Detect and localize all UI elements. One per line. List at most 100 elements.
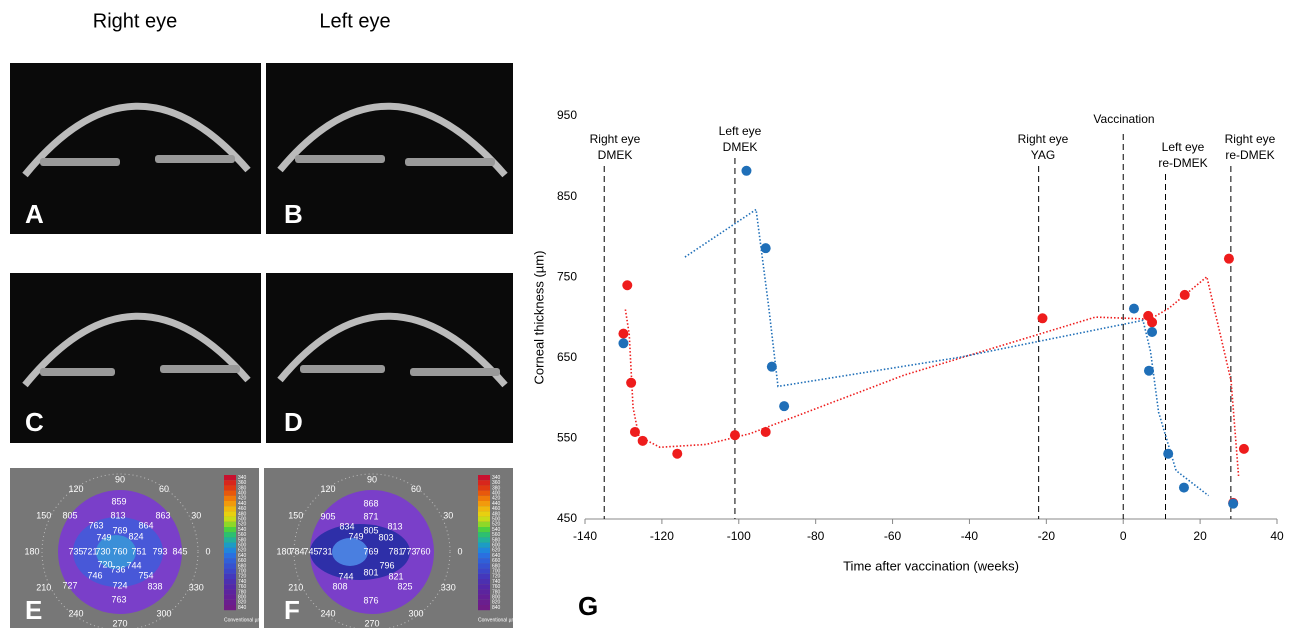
scale-swatch bbox=[224, 475, 236, 480]
ring-label: 240 bbox=[320, 609, 335, 619]
scale-swatch bbox=[478, 579, 490, 584]
ring-label: 210 bbox=[36, 582, 51, 592]
event-label: YAG bbox=[1031, 148, 1055, 162]
scale-swatch bbox=[224, 569, 236, 574]
ring-label: 150 bbox=[36, 510, 51, 520]
data-point bbox=[1144, 366, 1154, 376]
scale-swatch bbox=[224, 574, 236, 579]
scale-label: 840 bbox=[238, 605, 247, 611]
scale-swatch bbox=[478, 600, 490, 605]
thickness-value: 773 bbox=[401, 546, 416, 556]
ring-label: 90 bbox=[367, 474, 377, 484]
scale-swatch bbox=[478, 522, 490, 527]
data-point bbox=[1179, 483, 1189, 493]
data-point bbox=[1224, 254, 1234, 264]
thickness-value: 859 bbox=[111, 496, 126, 506]
thickness-value: 724 bbox=[112, 580, 127, 590]
scale-swatch bbox=[478, 506, 490, 511]
panel-letter: C bbox=[25, 407, 44, 437]
thickness-value: 864 bbox=[138, 520, 153, 530]
data-point bbox=[1129, 304, 1139, 314]
scale-swatch bbox=[478, 491, 490, 496]
ring-label: 120 bbox=[68, 484, 83, 494]
thickness-value: 834 bbox=[339, 521, 354, 531]
thickness-value: 824 bbox=[128, 531, 143, 541]
scale-swatch bbox=[224, 558, 236, 563]
thickness-value: 863 bbox=[155, 510, 170, 520]
ring-label: 180 bbox=[276, 546, 291, 556]
scale-swatch bbox=[224, 501, 236, 506]
data-point bbox=[779, 401, 789, 411]
ring-label: 60 bbox=[159, 484, 169, 494]
thickness-value: 813 bbox=[387, 521, 402, 531]
ring-label: 0 bbox=[205, 546, 210, 556]
thickness-value: 793 bbox=[152, 546, 167, 556]
thickness-value: 736 bbox=[110, 564, 125, 574]
thickness-value: 784 bbox=[289, 546, 304, 556]
scale-swatch bbox=[478, 543, 490, 548]
scale-swatch bbox=[224, 595, 236, 600]
data-point bbox=[767, 362, 777, 372]
ring-label: 90 bbox=[115, 474, 125, 484]
trendline bbox=[625, 277, 1238, 476]
scale-swatch bbox=[224, 517, 236, 522]
ring-label: 30 bbox=[443, 510, 453, 520]
panel-letter: B bbox=[284, 199, 303, 229]
event-label: DMEK bbox=[598, 148, 633, 162]
thickness-value: 744 bbox=[126, 560, 141, 570]
event-label: DMEK bbox=[723, 140, 758, 154]
ring-label: 210 bbox=[288, 582, 303, 592]
thickness-value: 769 bbox=[112, 525, 127, 535]
data-point bbox=[618, 338, 628, 348]
scale-swatch bbox=[478, 548, 490, 553]
event-label: Left eye bbox=[719, 124, 762, 138]
figure: Right eye Left eye A B C D E F G 8597637… bbox=[0, 0, 1294, 628]
thickness-value: 876 bbox=[363, 595, 378, 605]
x-tick-label: 0 bbox=[1120, 529, 1127, 543]
data-point bbox=[672, 449, 682, 459]
thickness-value: 871 bbox=[363, 511, 378, 521]
x-tick-label: -140 bbox=[573, 529, 597, 543]
thickness-value: 760 bbox=[415, 546, 430, 556]
scale-swatch bbox=[224, 548, 236, 553]
y-tick-label: 850 bbox=[557, 189, 577, 203]
thickness-value: 838 bbox=[147, 581, 162, 591]
y-tick-label: 750 bbox=[557, 269, 577, 283]
thickness-value: 746 bbox=[87, 570, 102, 580]
ring-label: 270 bbox=[364, 618, 379, 628]
ring-label: 300 bbox=[408, 609, 423, 619]
scale-swatch bbox=[478, 496, 490, 501]
scale-swatch bbox=[224, 506, 236, 511]
ring-label: 0 bbox=[457, 546, 462, 556]
scale-swatch bbox=[478, 605, 490, 610]
data-point bbox=[761, 427, 771, 437]
scale-swatch bbox=[224, 600, 236, 605]
scale-swatch bbox=[224, 527, 236, 532]
data-point bbox=[1147, 327, 1157, 337]
scale-swatch bbox=[478, 589, 490, 594]
event-label: re-DMEK bbox=[1225, 148, 1274, 162]
thickness-value: 905 bbox=[320, 511, 335, 521]
thickness-value: 735 bbox=[68, 546, 83, 556]
ring-label: 120 bbox=[320, 484, 335, 494]
event-label: Right eye bbox=[1018, 132, 1069, 146]
scale-swatch bbox=[478, 569, 490, 574]
thickness-value: 760 bbox=[112, 546, 127, 556]
scale-swatch bbox=[224, 522, 236, 527]
thickness-value: 813 bbox=[110, 510, 125, 520]
scale-swatch bbox=[478, 475, 490, 480]
ring-label: 60 bbox=[411, 484, 421, 494]
scale-swatch bbox=[478, 558, 490, 563]
data-point bbox=[1228, 499, 1238, 509]
ring-label: 330 bbox=[189, 582, 204, 592]
scale-swatch bbox=[478, 537, 490, 542]
scale-swatch bbox=[478, 574, 490, 579]
scale-swatch bbox=[478, 501, 490, 506]
thickness-value: 805 bbox=[363, 525, 378, 535]
data-point bbox=[761, 243, 771, 253]
x-tick-label: 40 bbox=[1270, 529, 1284, 543]
thickness-value: 731 bbox=[317, 546, 332, 556]
ring-label: 300 bbox=[156, 609, 171, 619]
scale-swatch bbox=[224, 491, 236, 496]
x-axis-label: Time after vaccination (weeks) bbox=[843, 558, 1019, 573]
